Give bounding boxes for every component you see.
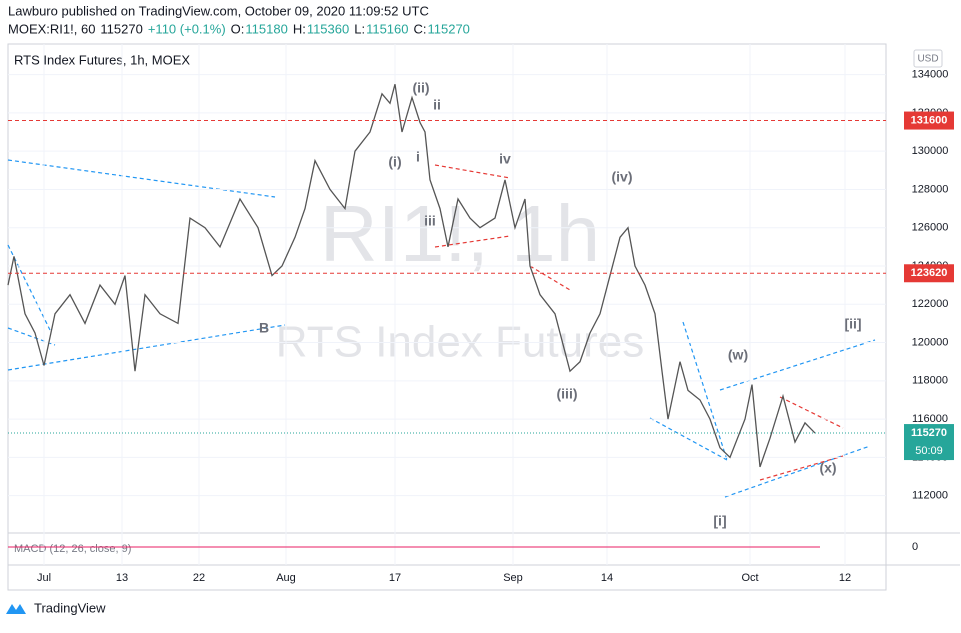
header-item: 115360 <box>307 21 349 36</box>
header-item: C: <box>414 21 427 36</box>
header-item: O: <box>231 21 245 36</box>
trendlines <box>7 159 876 498</box>
y-tick-label: 128000 <box>912 183 949 195</box>
trendline <box>719 339 876 391</box>
header-item: H: <box>293 21 306 36</box>
last-price-label: 115270 <box>911 427 947 439</box>
indicator-label: MACD (12, 26, close, 9) <box>14 543 131 555</box>
header-item: L: <box>354 21 365 36</box>
watermark: RI1!, 1h <box>320 189 600 278</box>
trendline <box>529 265 571 291</box>
trendline <box>649 417 728 461</box>
header-item: 115270 <box>100 21 142 36</box>
y-tick-label: 112000 <box>912 490 948 502</box>
level-box <box>904 264 954 283</box>
trendline <box>7 327 56 346</box>
x-tick-label: Sep <box>503 572 523 584</box>
wave-label: (x) <box>819 460 836 476</box>
wave-label: ii <box>433 97 441 113</box>
wave-label: i <box>416 149 420 165</box>
trendline <box>724 445 871 498</box>
x-tick-label: 12 <box>839 572 851 584</box>
y-tick-label: 122000 <box>912 298 949 310</box>
wave-label: (ii) <box>412 80 429 96</box>
indicator-tick: 0 <box>912 541 918 553</box>
grid <box>8 44 886 565</box>
wave-label: (iv) <box>612 169 633 185</box>
wave-label: (i) <box>388 154 401 170</box>
y-tick-label: 116000 <box>912 413 948 425</box>
currency: USD <box>917 54 938 65</box>
trendline <box>434 164 511 179</box>
y-tick-label: 120000 <box>912 336 949 348</box>
wave-label: iii <box>424 213 436 229</box>
last-price-box <box>904 424 954 461</box>
level-label: 131600 <box>911 114 948 126</box>
currency-box <box>913 49 943 68</box>
wave-label: iv <box>499 151 511 167</box>
wave-label: (iii) <box>557 386 578 402</box>
x-tick-label: Aug <box>276 572 296 584</box>
trendline <box>434 235 511 248</box>
trendline <box>759 455 844 481</box>
x-tick-label: Jul <box>37 572 51 584</box>
header-item: 115270 <box>428 21 470 36</box>
x-tick-label: 17 <box>389 572 401 584</box>
trendline <box>779 396 844 429</box>
trendline <box>7 324 286 371</box>
y-tick-label: 130000 <box>912 145 949 157</box>
price-line <box>7 84 816 468</box>
wave-label: B <box>259 320 269 336</box>
header-item: +110 (+0.1%) <box>148 21 226 36</box>
brand-logo <box>6 604 26 614</box>
header-item: 115180 <box>245 21 287 36</box>
wave-label: (w) <box>728 347 748 363</box>
x-tick-label: 13 <box>116 572 128 584</box>
x-tick-label: 22 <box>193 572 205 584</box>
x-tick-label: Oct <box>741 572 758 584</box>
brand: TradingView <box>34 600 106 615</box>
header-item: 115160 <box>366 21 408 36</box>
x-tick-label: 14 <box>601 572 613 584</box>
trendline <box>682 321 728 461</box>
trendline <box>7 159 276 198</box>
publisher: Lawburo published on TradingView.com, Oc… <box>8 3 429 18</box>
y-tick-label: 134000 <box>912 69 949 81</box>
header-item: MOEX:RI1!, 60 <box>8 21 95 36</box>
level-box <box>904 111 954 130</box>
wave-label: [i] <box>713 513 726 529</box>
level-label: 123620 <box>911 267 948 279</box>
y-tick-label: 118000 <box>912 375 948 387</box>
chart-title: RTS Index Futures, 1h, MOEX <box>14 52 190 67</box>
wave-label: [ii] <box>844 316 861 332</box>
countdown: 50:09 <box>915 445 943 457</box>
y-tick-label: 126000 <box>912 222 949 234</box>
